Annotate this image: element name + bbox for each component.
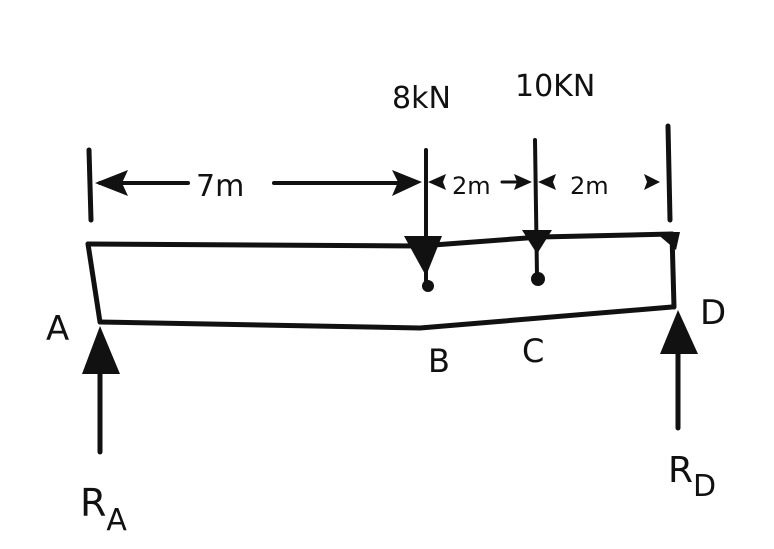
dim-boundary-d — [665, 123, 673, 223]
dim-arrowhead-c-right — [538, 174, 556, 190]
point-label-a: A — [46, 309, 69, 349]
dim-arrowhead-left — [95, 170, 128, 196]
load-point-c — [531, 272, 545, 286]
reaction-label-d: RD — [668, 450, 716, 504]
point-label-d: D — [700, 293, 726, 333]
reaction-label-a: RA — [80, 481, 127, 538]
beam-corner-d — [655, 232, 680, 250]
reaction-arrowhead-d — [660, 310, 698, 354]
reaction-label-d-main: R — [668, 450, 693, 491]
dim-boundary-a — [86, 147, 94, 223]
dim-label-ab: 7m — [196, 169, 244, 204]
dim-arrowhead-c-left — [514, 174, 532, 190]
dim-arrowhead-b-right — [428, 174, 446, 190]
load-arrowhead-b — [404, 236, 442, 276]
reaction-label-a-sub: A — [106, 503, 127, 538]
load-shaft-c — [533, 138, 539, 278]
reaction-arrowhead-a — [82, 326, 120, 374]
dim-label-cd: 2m — [570, 172, 609, 200]
load-label-c: 10KN — [515, 69, 595, 104]
beam-top-edge — [85, 231, 675, 249]
point-label-b: B — [428, 342, 450, 380]
beam-left-end — [85, 241, 103, 325]
beam-bottom-edge — [97, 304, 675, 331]
load-arrowhead-c — [522, 230, 552, 254]
load-point-b — [422, 280, 434, 292]
reaction-label-a-main: R — [80, 481, 106, 525]
point-label-c: C — [522, 332, 544, 370]
dim-arrowhead-b-left — [392, 170, 422, 196]
dim-label-bc: 2m — [452, 172, 491, 200]
load-label-b: 8kN — [392, 81, 451, 116]
reaction-label-d-sub: D — [693, 469, 716, 504]
dim-arrowhead-d — [644, 174, 660, 190]
